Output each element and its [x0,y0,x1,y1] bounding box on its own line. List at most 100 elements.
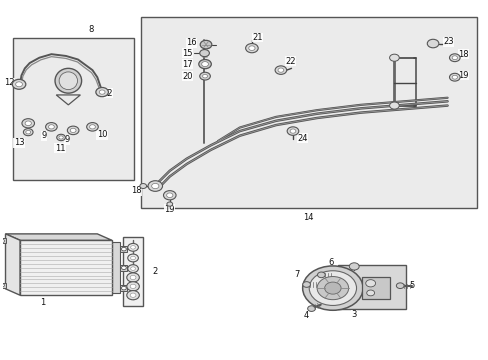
Bar [13,38,133,180]
Text: 4: 4 [304,311,308,320]
Circle shape [199,72,210,80]
Text: 1: 1 [40,298,45,307]
Text: 18: 18 [457,50,468,59]
Circle shape [86,123,98,131]
Circle shape [130,256,135,260]
Circle shape [121,286,126,290]
Circle shape [121,266,126,270]
Circle shape [127,254,138,262]
Text: 6: 6 [328,258,333,267]
Text: 18: 18 [130,186,141,195]
Text: 10: 10 [97,130,107,139]
Circle shape [324,282,341,294]
Circle shape [0,239,4,242]
Circle shape [396,283,403,288]
Circle shape [89,125,95,129]
Circle shape [307,306,315,311]
Text: 11: 11 [55,144,65,153]
Text: 17: 17 [182,60,193,69]
Circle shape [316,276,348,300]
Circle shape [23,129,33,136]
Text: 3: 3 [351,310,356,319]
Circle shape [451,75,457,79]
Circle shape [126,273,139,282]
Circle shape [151,183,159,189]
Polygon shape [120,246,127,252]
Text: 16: 16 [186,38,197,47]
Text: 14: 14 [303,213,313,222]
Circle shape [278,68,283,72]
Circle shape [48,125,54,129]
Circle shape [126,282,139,291]
Text: 9: 9 [41,131,47,140]
Circle shape [248,46,255,50]
Circle shape [389,102,398,109]
Circle shape [308,271,356,305]
Circle shape [389,54,398,61]
Circle shape [130,293,136,297]
Polygon shape [0,283,5,288]
Circle shape [140,184,146,189]
Circle shape [200,40,211,49]
Circle shape [130,267,135,270]
Text: 24: 24 [297,134,307,143]
Text: 2: 2 [152,267,158,276]
Circle shape [121,247,126,251]
Text: 15: 15 [182,49,192,58]
Circle shape [126,291,139,300]
Circle shape [127,243,138,251]
Polygon shape [20,240,112,295]
Text: 8: 8 [88,25,94,34]
Circle shape [448,73,459,81]
Text: 7: 7 [293,270,299,279]
Polygon shape [120,285,127,291]
Text: 19: 19 [457,71,468,80]
Circle shape [198,59,211,69]
Bar [337,265,406,309]
Bar [122,237,143,306]
Circle shape [275,66,286,75]
Circle shape [25,121,31,126]
Circle shape [201,62,208,67]
Circle shape [130,284,136,288]
Ellipse shape [55,68,81,93]
Circle shape [302,266,363,310]
Ellipse shape [59,72,77,90]
Circle shape [166,202,172,206]
Circle shape [57,134,65,141]
Circle shape [451,56,457,60]
Text: 12: 12 [102,89,112,98]
Circle shape [12,79,26,89]
Text: 12: 12 [4,78,15,87]
Circle shape [96,87,108,97]
Circle shape [365,280,375,287]
Circle shape [26,130,31,134]
Polygon shape [0,238,5,243]
Text: 5: 5 [408,281,413,290]
Circle shape [16,82,22,87]
Circle shape [448,54,459,62]
Text: 23: 23 [442,37,453,46]
Circle shape [67,126,79,135]
Circle shape [59,136,63,139]
Circle shape [366,290,374,296]
Circle shape [22,119,35,128]
Text: 13: 13 [14,138,24,147]
Circle shape [148,181,162,192]
Text: 22: 22 [285,57,295,66]
Circle shape [0,284,4,287]
Circle shape [45,123,57,131]
Text: 19: 19 [164,204,175,213]
Circle shape [286,127,298,135]
Bar [362,277,389,299]
Circle shape [127,265,138,273]
Circle shape [163,191,176,200]
Text: 9: 9 [64,135,69,144]
Circle shape [130,246,135,249]
Polygon shape [5,234,20,295]
Circle shape [166,193,173,198]
Polygon shape [5,234,112,240]
Bar [112,242,120,293]
Circle shape [348,263,358,270]
Text: 21: 21 [252,33,263,42]
